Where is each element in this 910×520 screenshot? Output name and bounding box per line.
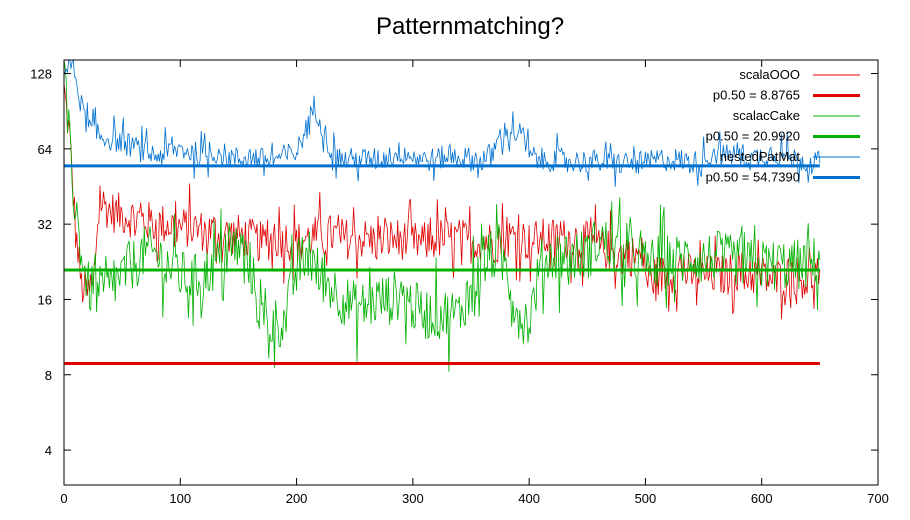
x-tick-label: 0 xyxy=(60,491,67,506)
x-tick-label: 500 xyxy=(635,491,657,506)
x-tick-label: 300 xyxy=(402,491,424,506)
legend: scalaOOO p0.50 = 8.8765 scalacCake p0.50 = … xyxy=(706,67,860,185)
x-tick-label: 400 xyxy=(518,491,540,506)
series-line-4 xyxy=(63,59,821,187)
x-tick-label: 100 xyxy=(169,491,191,506)
legend-label-5: p0.50 = 54.7390 xyxy=(706,170,800,185)
x-axis: 0 100 200 300 400 500 600 700 xyxy=(60,60,889,506)
y-tick-label: 32 xyxy=(38,217,52,232)
plot-frame xyxy=(63,59,879,486)
legend-label-4: nestedPatMat xyxy=(720,149,801,164)
legend-label-3: p0.50 = 20.9920 xyxy=(706,129,800,144)
y-tick-label: 4 xyxy=(45,443,52,458)
legend-label-1: p0.50 = 8.8765 xyxy=(713,88,800,103)
plot-area xyxy=(63,59,821,372)
series-line-0 xyxy=(63,83,821,320)
legend-label-2: scalacCake xyxy=(733,108,800,123)
y-tick-label: 64 xyxy=(38,142,52,157)
y-tick-label: 8 xyxy=(45,368,52,383)
series-line-2 xyxy=(63,59,821,372)
y-tick-label: 128 xyxy=(30,67,52,82)
y-tick-label: 16 xyxy=(38,292,52,307)
x-tick-label: 700 xyxy=(867,491,889,506)
x-tick-label: 600 xyxy=(751,491,773,506)
legend-label-0: scalaOOO xyxy=(739,67,800,82)
y-axis: 4 8 16 32 64 128 xyxy=(30,67,878,458)
x-tick-label: 200 xyxy=(286,491,308,506)
chart-title: Patternmatching? xyxy=(376,13,564,40)
